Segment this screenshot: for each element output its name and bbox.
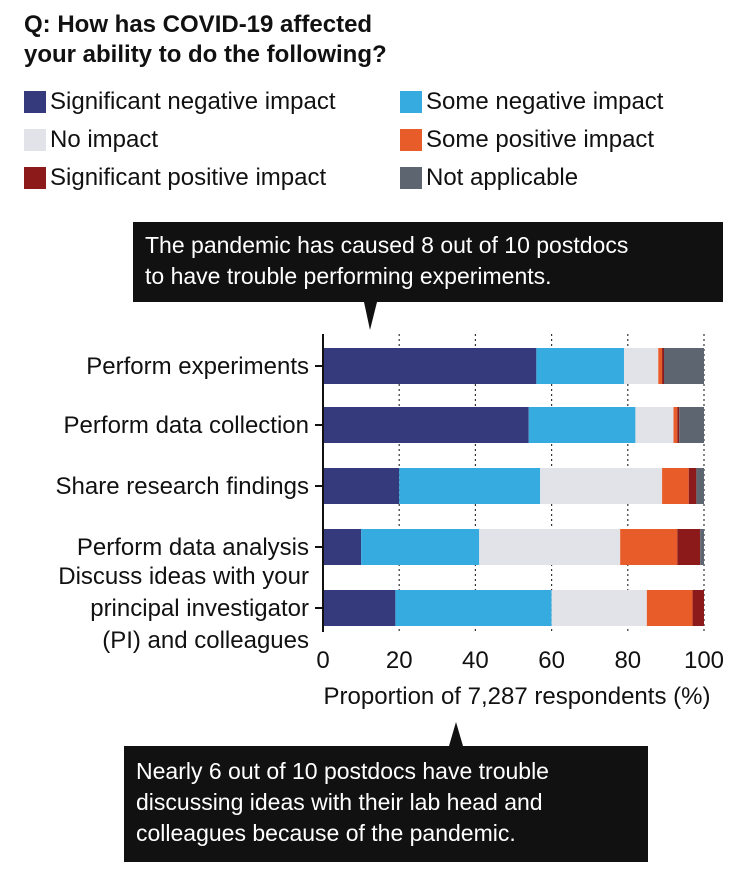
x-axis-label: Proportion of 7,287 respondents (%) [324, 683, 711, 710]
legend-swatch [400, 91, 422, 113]
chart-title: Q: How has COVID-19 affected your abilit… [24, 10, 387, 70]
category-label: Perform data collection [64, 412, 309, 439]
category-label: Share research findings [56, 473, 309, 500]
bar-segment [677, 529, 701, 565]
legend-swatch [24, 91, 46, 113]
bar-segment [479, 529, 621, 565]
category-label: Discuss ideas with your [58, 563, 309, 590]
legend-swatch [24, 129, 46, 151]
callout-top-line-1: The pandemic has caused 8 out of 10 post… [145, 232, 629, 258]
legend-item-significant-positive: Significant positive impact [24, 164, 326, 192]
legend-label: Some positive impact [426, 126, 655, 153]
callout-top-pointer [364, 302, 377, 330]
callout-bottom-line-3: colleagues because of the pandemic. [136, 820, 516, 846]
legend-item-significant-negative: Significant negative impact [24, 88, 336, 116]
bar-segment [551, 590, 647, 626]
legend-item-some-positive: Some positive impact [400, 126, 654, 154]
category-label: principal investigator [90, 595, 309, 622]
bar-segment [536, 348, 624, 384]
callout-bottom: Nearly 6 out of 10 postdocs have trouble… [124, 746, 648, 862]
x-tick-label: 100 [684, 647, 724, 674]
bar-segment [696, 468, 704, 504]
title-line-1: Q: How has COVID-19 affected [24, 11, 373, 38]
x-tick-label: 60 [538, 647, 565, 674]
bar-segment [399, 468, 541, 504]
bar-segment [623, 348, 659, 384]
category-label: Perform experiments [86, 353, 309, 380]
bar-segment [323, 590, 396, 626]
bar-segment [635, 407, 674, 443]
legend-label: Some negative impact [426, 88, 664, 115]
bar-segment [395, 590, 552, 626]
legend-item-no-impact: No impact [24, 126, 158, 154]
bar-segment [663, 348, 704, 384]
bar-segment [677, 407, 680, 443]
legend-item-not-applicable: Not applicable [400, 164, 578, 192]
bar-segment [662, 468, 689, 504]
bar-segment [323, 468, 400, 504]
callout-bottom-line-1: Nearly 6 out of 10 postdocs have trouble [136, 758, 549, 784]
bar-segment [673, 407, 678, 443]
x-tick-label: 20 [386, 647, 413, 674]
callout-top: The pandemic has caused 8 out of 10 post… [133, 222, 723, 302]
callout-bottom-line-2: discussing ideas with their lab head and [136, 789, 543, 815]
bar-segment [540, 468, 663, 504]
legend-label: Significant negative impact [50, 88, 336, 115]
bar-segment [323, 529, 362, 565]
legend-swatch [400, 167, 422, 189]
legend-label: Significant positive impact [50, 164, 327, 191]
bar-segment [692, 590, 704, 626]
category-label: Perform data analysis [77, 534, 309, 561]
bar-segment [646, 590, 693, 626]
x-tick-label: 0 [316, 647, 329, 674]
bar-segment [528, 407, 636, 443]
legend-label: No impact [50, 126, 159, 153]
x-tick-label: 80 [614, 647, 641, 674]
legend-item-some-negative: Some negative impact [400, 88, 663, 116]
bar-segment [700, 529, 704, 565]
bar-segment [679, 407, 704, 443]
bar-segment [323, 348, 537, 384]
bar-segment [688, 468, 697, 504]
legend-swatch [400, 129, 422, 151]
callout-bottom-pointer [449, 722, 463, 746]
title-line-2: your ability to do the following? [24, 41, 387, 68]
bar-segment [658, 348, 663, 384]
callout-top-line-2: to have trouble performing experiments. [145, 263, 552, 289]
bar-segment [620, 529, 678, 565]
bar-segment [662, 348, 664, 384]
bar-segment [323, 407, 529, 443]
x-tick-label: 40 [462, 647, 489, 674]
legend-label: Not applicable [426, 164, 579, 191]
legend-swatch [24, 167, 46, 189]
category-label: (PI) and colleagues [102, 627, 309, 654]
bar-segment [361, 529, 480, 565]
